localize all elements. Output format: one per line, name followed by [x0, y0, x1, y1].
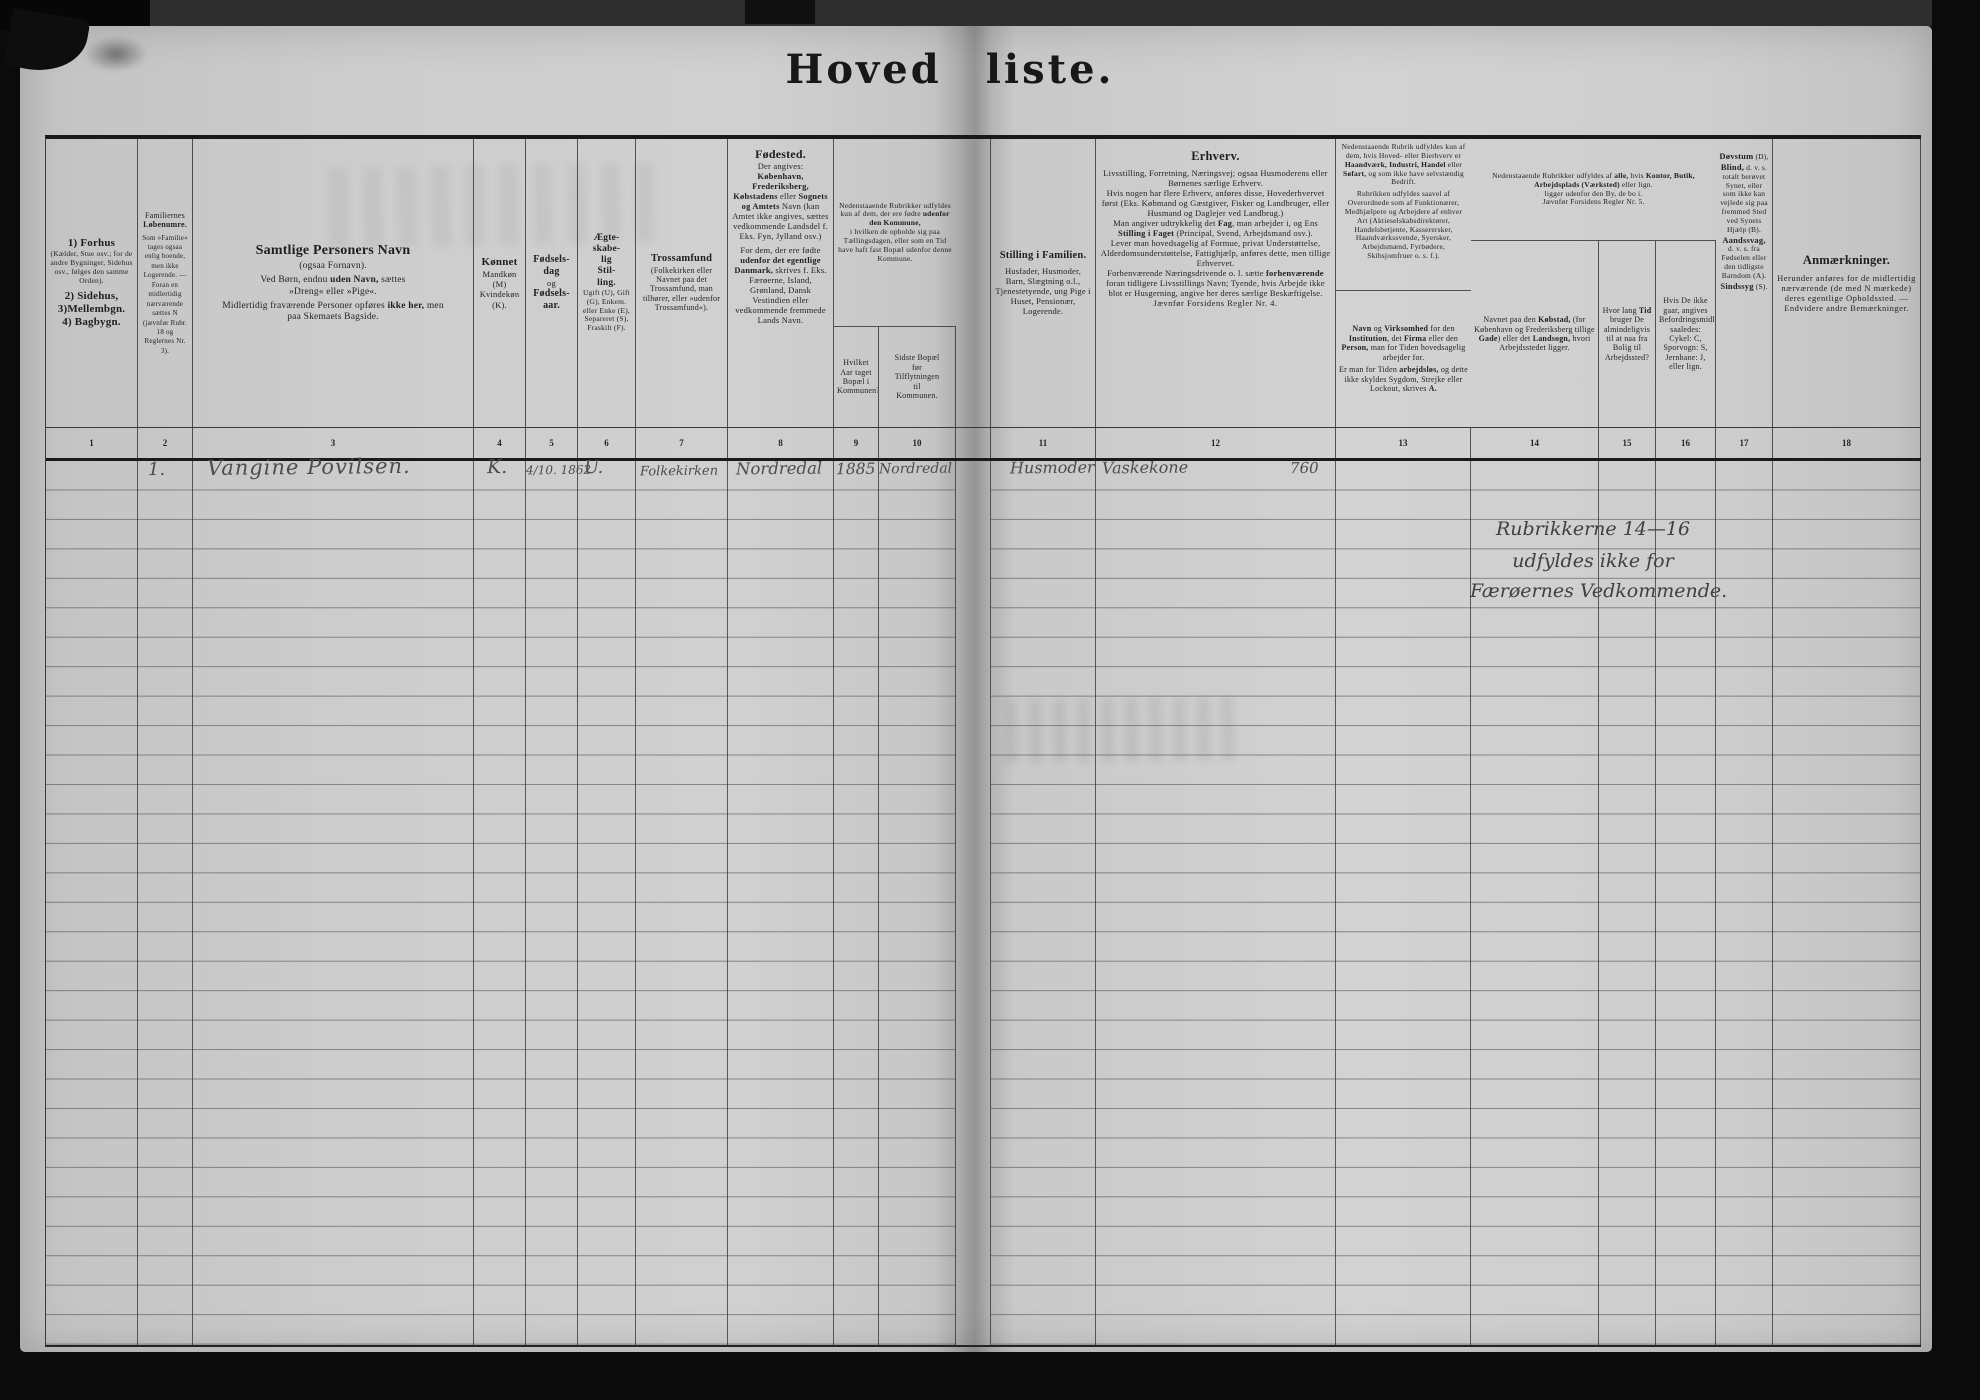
column-header-18: Anmærkninger. Herunder anføres for de mid… — [1773, 139, 1921, 427]
ink-blotch — [84, 36, 148, 72]
column-header-1: 1) Forhus (Kælder, Stue osv.; for de andr… — [46, 139, 138, 427]
page-title-word-1: Hoved — [785, 46, 942, 93]
column-number-13: 13 — [1336, 428, 1471, 458]
column-header-10: Sidste Bopæl før Tilflytningen til Kommunen. — [879, 327, 956, 427]
data-column-10 — [879, 461, 956, 1345]
data-column-7 — [636, 461, 728, 1345]
column-header-14-16-group: Nedenstaaende Rubrikker udfyldes af alle… — [1471, 139, 1716, 427]
column-header-14-16-subrow: Navnet paa den Købstad, (for København o… — [1471, 241, 1716, 427]
data-column-8 — [728, 461, 834, 1345]
column-header-5: Fødsels-dag og Fødsels-aar. — [526, 139, 578, 427]
entry-occupation: Vaskekone — [1101, 457, 1189, 478]
data-column-13 — [1336, 461, 1471, 1345]
column-header-9-10-span: Nedenstaaende Rubrikker udfyldes kun af … — [834, 139, 956, 327]
data-column-11 — [991, 461, 1096, 1345]
entry-move-in-year: 1885 — [835, 459, 876, 479]
fold-gap-header — [956, 139, 991, 427]
margin-note-line-1: Rubrikkerne 14—16 — [1495, 518, 1691, 540]
entry-sex: K. — [486, 455, 508, 479]
column-number-9: 9 — [834, 428, 879, 458]
data-column-2 — [138, 461, 193, 1345]
column-header-7: Trossamfund (Folkekirken eller Navnet paa… — [636, 139, 728, 427]
column-number-15: 15 — [1599, 428, 1656, 458]
column-number-11: 11 — [991, 428, 1096, 458]
column-header-9-10-subrow: Hvilket Aar taget Bopæl i Kommunen? Sids… — [834, 327, 956, 427]
data-column-5 — [526, 461, 578, 1345]
data-column-1 — [46, 461, 138, 1345]
margin-note-line-3: Færøernes Vedkommende. — [1470, 580, 1728, 602]
column-number-7: 7 — [636, 428, 728, 458]
column-number-12: 12 — [1096, 428, 1336, 458]
page-title-word-2: liste. — [985, 46, 1115, 93]
column-header-9: Hvilket Aar taget Bopæl i Kommunen? — [834, 327, 879, 427]
column-number-10: 10 — [879, 428, 956, 458]
page-title: Hoved liste. — [780, 46, 1120, 93]
table-header-row: 1) Forhus (Kælder, Stue osv.; for de andr… — [46, 139, 1921, 428]
data-column-3 — [193, 461, 474, 1345]
data-column-12 — [1096, 461, 1336, 1345]
column-header-16: Hvis De ikke gaar, angives Befordringsmi… — [1656, 241, 1716, 427]
column-number-4: 4 — [474, 428, 526, 458]
entry-birthplace: Nordredal — [735, 458, 823, 479]
column-number-3: 3 — [193, 428, 474, 458]
fold-gap-data — [956, 461, 991, 1345]
column-number-17: 17 — [1716, 428, 1773, 458]
column-number-1: 1 — [46, 428, 138, 458]
data-column-17 — [1716, 461, 1773, 1345]
entry-last-residence: Nordredal — [878, 460, 953, 478]
column-header-2: Familiernes Løbenumre. Som »Familie« tages… — [138, 139, 193, 427]
entry-occupation-amount: 760 — [1289, 458, 1319, 478]
column-number-6: 6 — [578, 428, 636, 458]
column-header-14-16-span: Nedenstaaende Rubrikker udfyldes af alle… — [1471, 139, 1716, 241]
column-header-14: Navnet paa den Købstad, (for København o… — [1471, 241, 1599, 427]
entry-name: Vangine Povilsen. — [206, 453, 411, 481]
data-column-14 — [1471, 461, 1599, 1345]
entry-family-position: Husmoder — [1009, 457, 1095, 478]
data-column-18 — [1773, 461, 1921, 1345]
column-header-13-group: Nedenstaaende Rubrik udfyldes kun af dem… — [1336, 139, 1471, 427]
scan-shadow-center — [745, 0, 815, 24]
column-number-row: 1 2 3 4 5 6 7 8 9 10 11 12 13 14 15 16 1… — [46, 428, 1921, 461]
table-data-area — [46, 461, 1921, 1345]
column-header-4: Kønnet Mandkøn (M) Kvindekøn (K). — [474, 139, 526, 427]
column-number-16: 16 — [1656, 428, 1716, 458]
column-header-9-10-group: Nedenstaaende Rubrikker udfyldes kun af … — [834, 139, 956, 427]
column-header-8: Fødested. Der angives: København, Frederik… — [728, 139, 834, 427]
data-column-15 — [1599, 461, 1656, 1345]
scan-top-band — [0, 0, 1932, 26]
fold-gap-numbers — [956, 428, 991, 458]
entry-family-number: 1. — [147, 458, 166, 481]
column-number-5: 5 — [526, 428, 578, 458]
data-column-16 — [1656, 461, 1716, 1345]
data-column-4 — [474, 461, 526, 1345]
margin-note-line-2: udfyldes ikke for — [1512, 550, 1674, 572]
column-header-11: Stilling i Familien. Husfader, Husmoder, … — [991, 139, 1096, 427]
column-header-13-upper: Nedenstaaende Rubrik udfyldes kun af dem… — [1336, 139, 1471, 291]
column-header-3: Samtlige Personers Navn (ogsaa Fornavn). V… — [193, 139, 474, 427]
column-number-8: 8 — [728, 428, 834, 458]
column-header-12: Erhverv. Livsstilling, Forretning, Næring… — [1096, 139, 1336, 427]
column-header-6: Ægte-skabe-lig Stil-ling. Ugift (U), Gift … — [578, 139, 636, 427]
column-number-2: 2 — [138, 428, 193, 458]
census-table: 1) Forhus (Kælder, Stue osv.; for de andr… — [45, 135, 1921, 1347]
column-number-14: 14 — [1471, 428, 1599, 458]
entry-marital-status: U. — [583, 456, 604, 479]
data-column-9 — [834, 461, 879, 1345]
column-header-17: Døvstum (D), Blind, d. v. s. totalt berøv… — [1716, 139, 1773, 427]
data-column-6 — [578, 461, 636, 1345]
entry-religion: Folkekirken — [639, 463, 719, 480]
column-header-15: Hvor lang Tid bruger De almindeligvis ti… — [1599, 241, 1656, 427]
entry-birthdate: 4/10. 1862 — [525, 462, 592, 478]
column-header-13-lower: Navn og Virksomhed for den Institution, … — [1339, 324, 1468, 394]
column-number-18: 18 — [1773, 428, 1921, 458]
